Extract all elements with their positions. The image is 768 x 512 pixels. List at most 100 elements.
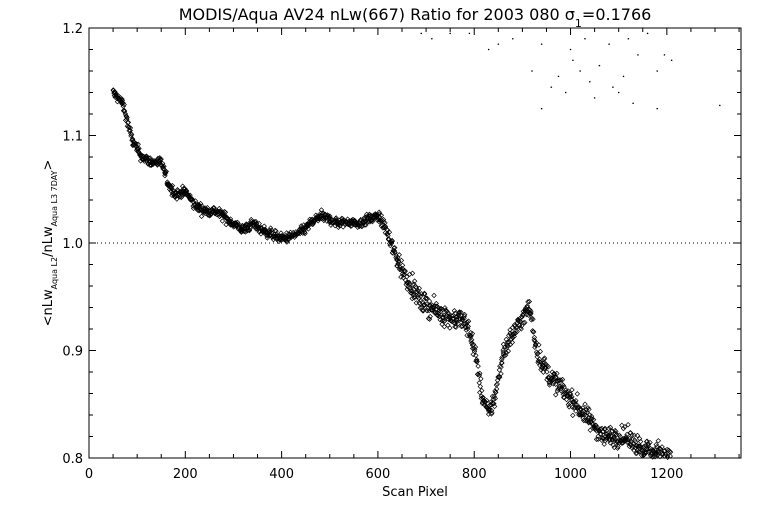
- data-point: [442, 318, 448, 324]
- data-point: [504, 344, 510, 350]
- data-point: [475, 363, 481, 369]
- outlier-point: [564, 91, 567, 94]
- data-point: [136, 145, 142, 152]
- data-point: [119, 97, 126, 104]
- data-point: [518, 326, 524, 332]
- data-point: [498, 371, 504, 377]
- outlier-point: [656, 107, 659, 110]
- outlier-point: [598, 64, 601, 67]
- data-point: [635, 449, 641, 455]
- data-point: [645, 440, 651, 447]
- data-point: [421, 290, 428, 297]
- data-point: [423, 301, 430, 307]
- data-point: [477, 370, 483, 377]
- data-point: [578, 406, 584, 413]
- data-point: [267, 225, 274, 231]
- data-point: [455, 320, 461, 327]
- data-point: [454, 314, 460, 320]
- x-tick-label: 0: [85, 467, 93, 482]
- data-point: [501, 353, 507, 359]
- data-point: [465, 323, 471, 330]
- data-point: [585, 405, 591, 411]
- data-point: [641, 443, 647, 449]
- data-point: [524, 308, 531, 314]
- data-point: [528, 309, 534, 315]
- data-point: [570, 412, 576, 419]
- data-point: [613, 428, 619, 435]
- data-point: [509, 334, 516, 341]
- data-point: [133, 141, 139, 147]
- data-point: [478, 376, 484, 382]
- data-point: [514, 328, 520, 335]
- data-point: [373, 212, 380, 218]
- chart-title-sigma-sub: 1: [575, 17, 582, 30]
- data-point: [507, 327, 513, 333]
- data-point: [505, 348, 512, 354]
- data-point: [127, 127, 133, 134]
- data-point: [447, 325, 453, 331]
- data-point: [463, 327, 469, 333]
- data-point: [396, 252, 402, 258]
- data-point: [590, 417, 597, 423]
- data-point: [121, 101, 127, 108]
- data-point: [198, 213, 205, 220]
- data-point: [413, 289, 419, 295]
- outlier-point: [540, 43, 543, 45]
- data-point: [589, 416, 595, 422]
- data-point: [474, 358, 480, 364]
- data-point: [524, 303, 530, 309]
- data-point: [426, 298, 433, 304]
- data-point: [659, 444, 665, 450]
- outlier-point: [420, 32, 423, 35]
- outlier-point: [579, 70, 581, 72]
- data-point: [509, 339, 516, 346]
- outlier-point: [540, 107, 543, 110]
- data-point: [495, 374, 501, 380]
- y-axis-label-sub2: Aqua L3 7DAY: [50, 170, 59, 226]
- data-point: [121, 108, 128, 115]
- data-point: [586, 419, 592, 425]
- data-point: [616, 432, 622, 438]
- data-point: [160, 165, 167, 172]
- outlier-point: [617, 91, 620, 94]
- data-point: [421, 291, 428, 297]
- data-points: [110, 32, 721, 461]
- data-point: [636, 435, 643, 442]
- data-point: [558, 387, 564, 394]
- outlier-point: [627, 37, 630, 40]
- data-point: [132, 142, 139, 148]
- data-point: [574, 404, 581, 411]
- data-point: [361, 222, 368, 228]
- outlier-point: [622, 75, 625, 78]
- data-point: [565, 401, 572, 408]
- data-point: [583, 406, 590, 413]
- data-point: [602, 426, 608, 433]
- data-point: [124, 115, 130, 121]
- outlier-point: [557, 75, 560, 78]
- data-point: [477, 383, 483, 390]
- data-point: [446, 310, 452, 317]
- data-point: [654, 443, 660, 450]
- data-point: [664, 454, 671, 461]
- data-point: [377, 214, 383, 220]
- data-point: [240, 223, 246, 229]
- data-point: [559, 376, 566, 383]
- data-point: [573, 398, 579, 404]
- x-tick-label: 1200: [650, 467, 683, 482]
- data-point: [606, 425, 612, 432]
- data-point: [553, 392, 559, 398]
- y-axis-label-slash: /nLw: [41, 226, 56, 257]
- outlier-point: [656, 70, 659, 72]
- data-point: [580, 405, 586, 411]
- data-point: [526, 298, 533, 305]
- data-point: [530, 316, 536, 322]
- data-point: [427, 313, 433, 320]
- data-point: [632, 437, 638, 444]
- outlier-point: [670, 59, 673, 62]
- data-point: [587, 427, 593, 433]
- data-point: [161, 163, 167, 170]
- data-point: [409, 270, 416, 276]
- outlier-point: [637, 54, 639, 56]
- outlier-point: [550, 86, 553, 88]
- data-point: [426, 302, 433, 309]
